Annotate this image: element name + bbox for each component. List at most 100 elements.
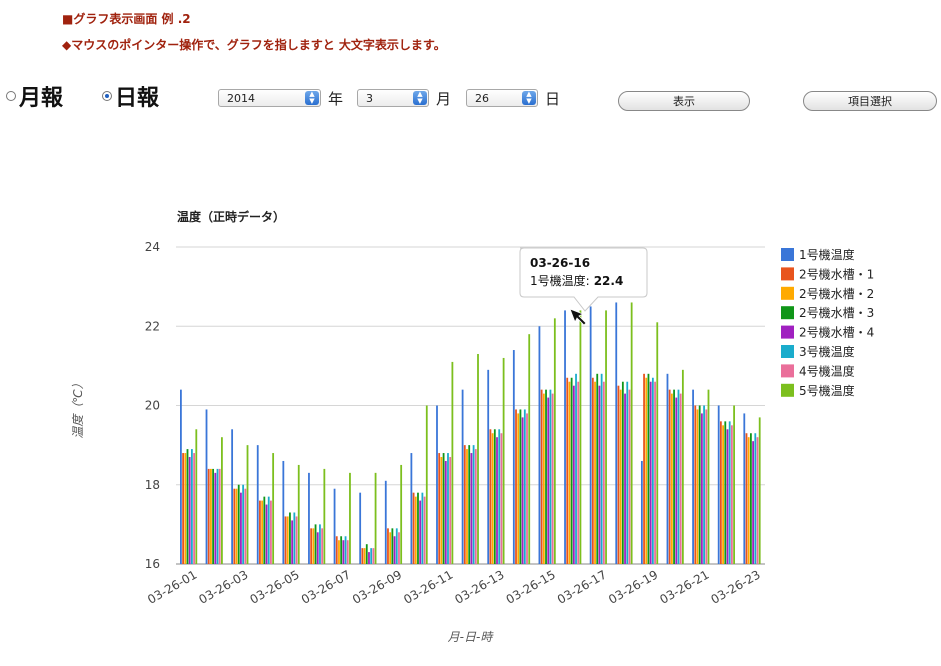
bar-03-26-02-s7[interactable]	[218, 468, 221, 564]
bar-03-26-15-s4[interactable]	[545, 389, 547, 564]
bar-03-26-10-s8[interactable]	[425, 405, 428, 565]
bar-03-26-14-s1[interactable]	[512, 350, 515, 564]
bar-03-26-04-s1[interactable]	[256, 445, 259, 565]
bar-03-26-18-s1[interactable]	[615, 302, 618, 564]
bar-03-26-08-s7[interactable]	[372, 548, 375, 564]
bar-03-26-16-s4[interactable]	[570, 377, 573, 564]
bar-03-26-10-s7[interactable]	[423, 496, 426, 564]
bar-03-26-23-s5[interactable]	[752, 441, 754, 564]
bar-03-26-20-s7[interactable]	[679, 393, 682, 564]
bar-03-26-23-s2[interactable]	[745, 433, 748, 564]
item-select-button[interactable]: 項目選択	[803, 91, 937, 111]
bar-03-26-04-s7[interactable]	[270, 500, 272, 564]
bar-03-26-12-s6[interactable]	[472, 445, 475, 565]
bar-03-26-12-s5[interactable]	[470, 453, 473, 564]
bar-03-26-14-s4[interactable]	[519, 409, 522, 564]
bar-03-26-20-s4[interactable]	[673, 389, 675, 564]
bar-03-26-13-s7[interactable]	[500, 433, 503, 564]
bar-03-26-19-s1[interactable]	[640, 460, 643, 564]
bar-03-26-19-s7[interactable]	[654, 381, 656, 564]
show-button[interactable]: 表示	[618, 91, 750, 111]
bar-03-26-03-s8[interactable]	[246, 445, 249, 565]
bar-03-26-11-s8[interactable]	[451, 361, 454, 564]
bar-03-26-09-s2[interactable]	[387, 528, 389, 564]
bar-03-26-14-s3[interactable]	[517, 413, 520, 564]
bar-03-26-08-s4[interactable]	[365, 544, 368, 564]
bar-03-26-15-s1[interactable]	[538, 326, 541, 564]
bar-03-26-18-s8[interactable]	[630, 302, 633, 564]
month-select[interactable]: 3 ▲ ▼	[357, 89, 429, 107]
bar-03-26-01-s4[interactable]	[186, 449, 189, 564]
bar-03-26-05-s7[interactable]	[295, 516, 298, 564]
bar-03-26-05-s5[interactable]	[291, 520, 294, 564]
bar-03-26-21-s8[interactable]	[707, 389, 710, 564]
bar-03-26-16-s1[interactable]	[564, 310, 566, 564]
bar-03-26-02-s6[interactable]	[216, 468, 219, 564]
bar-03-26-06-s2[interactable]	[310, 528, 313, 564]
bar-03-26-13-s5[interactable]	[496, 437, 498, 564]
bar-03-26-01-s7[interactable]	[193, 453, 195, 564]
bar-03-26-21-s2[interactable]	[694, 405, 697, 565]
bar-03-26-23-s8[interactable]	[758, 417, 761, 564]
bar-03-26-08-s6[interactable]	[370, 548, 373, 564]
bar-03-26-01-s5[interactable]	[188, 457, 191, 564]
bar-03-26-21-s1[interactable]	[692, 389, 694, 564]
bar-03-26-17-s7[interactable]	[602, 381, 605, 564]
bar-03-26-05-s1[interactable]	[282, 460, 285, 564]
bar-03-26-22-s2[interactable]	[719, 421, 722, 564]
bar-03-26-08-s5[interactable]	[368, 552, 370, 564]
bar-03-26-11-s2[interactable]	[438, 453, 441, 564]
bar-03-26-12-s1[interactable]	[461, 389, 464, 564]
monthly-radio[interactable]: 月報	[6, 80, 63, 112]
bar-03-26-05-s3[interactable]	[286, 516, 289, 564]
bar-03-26-15-s3[interactable]	[542, 393, 545, 564]
bar-03-26-22-s8[interactable]	[733, 405, 735, 565]
bar-03-26-16-s3[interactable]	[568, 381, 571, 564]
bar-03-26-01-s1[interactable]	[180, 389, 182, 564]
bar-03-26-09-s6[interactable]	[395, 528, 398, 564]
bar-03-26-07-s4[interactable]	[340, 536, 343, 564]
bar-03-26-19-s8[interactable]	[656, 322, 659, 564]
bar-03-26-13-s3[interactable]	[491, 433, 494, 564]
bar-03-26-17-s2[interactable]	[591, 377, 594, 564]
bar-03-26-02-s4[interactable]	[212, 468, 215, 564]
bar-03-26-12-s3[interactable]	[466, 449, 468, 564]
bar-03-26-03-s6[interactable]	[242, 484, 245, 564]
bar-03-26-10-s5[interactable]	[419, 500, 422, 564]
bar-03-26-20-s1[interactable]	[666, 373, 669, 564]
bar-03-26-06-s4[interactable]	[314, 524, 317, 565]
bar-03-26-11-s5[interactable]	[444, 460, 447, 564]
bar-03-26-20-s5[interactable]	[675, 397, 678, 564]
bar-03-26-03-s1[interactable]	[231, 429, 234, 564]
year-select[interactable]: 2014 ▲ ▼	[218, 89, 321, 107]
bar-03-26-04-s3[interactable]	[261, 500, 264, 564]
bar-03-26-23-s6[interactable]	[754, 433, 757, 564]
bar-03-26-22-s6[interactable]	[728, 421, 731, 564]
bar-03-26-13-s6[interactable]	[498, 429, 501, 564]
bar-03-26-17-s3[interactable]	[594, 381, 596, 564]
bar-03-26-18-s2[interactable]	[617, 385, 620, 564]
bar-03-26-21-s3[interactable]	[696, 409, 699, 564]
bar-03-26-01-s2[interactable]	[182, 453, 184, 564]
bar-03-26-02-s8[interactable]	[221, 437, 223, 564]
bar-03-26-19-s6[interactable]	[651, 377, 654, 564]
daily-radio-circle[interactable]	[102, 91, 112, 101]
bar-03-26-19-s3[interactable]	[645, 377, 648, 564]
bar-03-26-20-s8[interactable]	[681, 369, 684, 564]
bar-03-26-13-s2[interactable]	[489, 429, 492, 564]
bar-03-26-11-s7[interactable]	[449, 457, 452, 564]
bar-03-26-05-s6[interactable]	[293, 512, 296, 564]
bar-03-26-22-s3[interactable]	[722, 425, 724, 564]
bar-03-26-16-s7[interactable]	[577, 381, 580, 564]
bar-03-26-06-s3[interactable]	[312, 528, 315, 564]
bar-03-26-09-s3[interactable]	[389, 532, 392, 564]
bar-03-26-02-s1[interactable]	[205, 409, 208, 564]
bar-03-26-09-s5[interactable]	[393, 536, 396, 564]
bar-03-26-21-s5[interactable]	[700, 413, 703, 564]
bar-03-26-19-s5[interactable]	[649, 381, 652, 564]
bar-03-26-21-s6[interactable]	[703, 405, 705, 565]
day-select[interactable]: 26 ▲ ▼	[466, 89, 538, 107]
bar-03-26-06-s7[interactable]	[321, 528, 324, 564]
bar-03-26-02-s2[interactable]	[207, 468, 210, 564]
bar-03-26-14-s5[interactable]	[521, 417, 524, 564]
